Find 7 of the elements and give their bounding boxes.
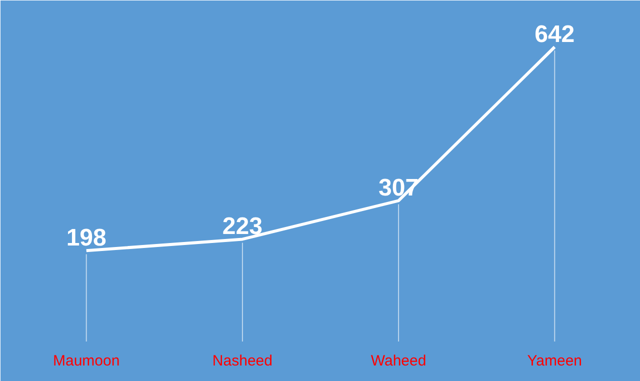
data-label: 198	[66, 224, 106, 252]
x-tick-label: Maumoon	[53, 352, 120, 370]
data-label: 223	[222, 213, 262, 240]
x-tick-label: Nasheed	[212, 352, 272, 370]
x-tick-label: Waheed	[370, 352, 426, 370]
data-label: 642	[534, 21, 575, 48]
x-tick-label: Yameen	[527, 352, 582, 370]
